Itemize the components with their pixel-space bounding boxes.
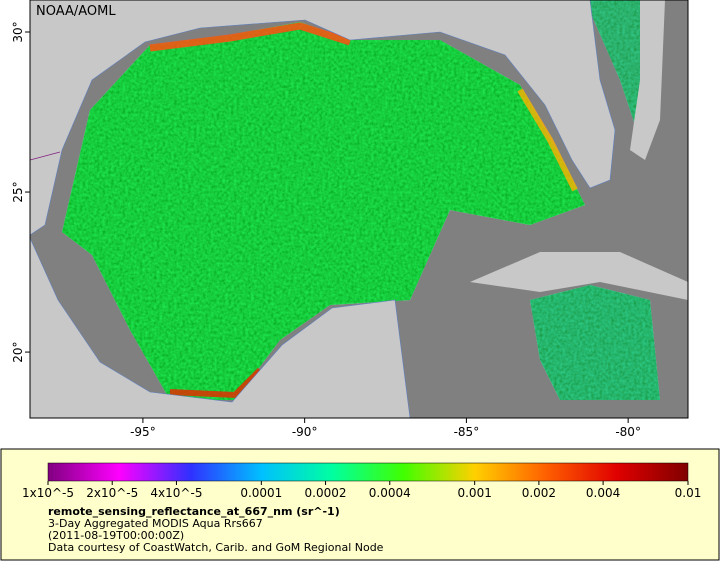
map: NOAA/AOML xyxy=(30,0,688,418)
colorbar-label: 1x10^-5 xyxy=(22,486,74,500)
legend-line: 3-Day Aggregated MODIS Aqua Rrs667 xyxy=(48,517,263,530)
map-frame xyxy=(29,0,689,419)
coastal-high-south xyxy=(169,367,263,399)
colorbar xyxy=(47,462,689,482)
coastal-high xyxy=(149,22,352,52)
borders xyxy=(30,151,61,161)
colorbar-label: 0.0002 xyxy=(305,486,347,500)
lon-tick-label: -90° xyxy=(292,425,318,439)
colorbar-label: 0.001 xyxy=(457,486,491,500)
legend-line: (2011-08-19T00:00:00Z) xyxy=(48,529,184,542)
lon-tick-label: -95° xyxy=(130,425,156,439)
lon-tick-label: -80° xyxy=(615,425,641,439)
gulf-reflectance xyxy=(62,22,585,400)
colorbar-label: 0.004 xyxy=(586,486,620,500)
lat-tick-label: 30° xyxy=(11,21,25,42)
coastal-high-east xyxy=(517,88,578,192)
lat-tick-label: 25° xyxy=(11,181,25,202)
land-north xyxy=(30,0,616,236)
colorbar-label: 0.01 xyxy=(675,486,702,500)
colorbar-label: 0.0001 xyxy=(240,486,282,500)
credit: NOAA/AOML xyxy=(36,4,116,19)
colorbar-label: 0.002 xyxy=(522,486,556,500)
colorbar-label: 2x10^-5 xyxy=(86,486,138,500)
land-mexico xyxy=(30,237,411,418)
lat-tick-label: 20° xyxy=(11,341,25,362)
colorbar-label: 0.0004 xyxy=(369,486,411,500)
colorbar-label: 4x10^-5 xyxy=(150,486,202,500)
legend-variable: remote_sensing_reflectance_at_667_nm (sr… xyxy=(48,505,340,518)
lon-tick-label: -85° xyxy=(454,425,480,439)
land-florida-east xyxy=(630,0,665,160)
legend-line: Data courtesy of CoastWatch, Carib. and … xyxy=(48,541,384,554)
land-cuba xyxy=(470,252,688,300)
caribbean-patches xyxy=(530,285,660,400)
